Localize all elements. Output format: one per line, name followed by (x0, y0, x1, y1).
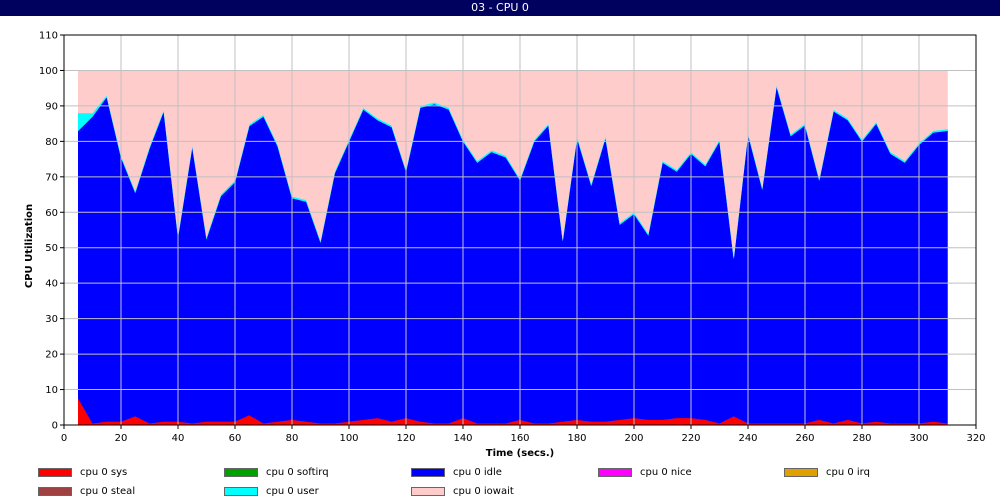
x-tick-label: 260 (795, 433, 814, 444)
x-axis-ticks: 0 20 40 60 80 100 120 140 160 180 200 220 240 260 280 3… (61, 425, 986, 444)
x-tick-label: 140 (453, 433, 472, 444)
x-tick-label: 180 (567, 433, 586, 444)
window-title: 03 - CPU 0 (471, 1, 529, 14)
x-tick-label: 240 (738, 433, 757, 444)
y-tick-label: 90 (45, 101, 58, 112)
legend-swatch (224, 486, 258, 496)
y-tick-label: 40 (45, 279, 58, 290)
legend-item: cpu 0 nice (598, 465, 692, 479)
y-tick-label: 70 (45, 172, 58, 183)
y-tick-label: 110 (39, 31, 58, 42)
legend-swatch (784, 467, 818, 477)
x-axis-label: Time (secs.) (486, 448, 555, 459)
x-tick-label: 80 (286, 433, 299, 444)
x-tick-label: 220 (681, 433, 700, 444)
area-series-group (78, 70, 948, 426)
legend-label: cpu 0 sys (80, 466, 128, 478)
y-tick-label: 80 (45, 137, 58, 148)
cpu-utilization-chart: 0 20 40 60 80 100 120 140 160 180 200 220 240 260 280 3… (24, 31, 986, 460)
y-axis-ticks: 0 10 20 30 40 50 60 70 80 90 100 110 (39, 31, 64, 432)
legend-swatch (598, 467, 632, 477)
x-tick-label: 300 (909, 433, 928, 444)
legend-swatch (38, 486, 72, 496)
legend-item: cpu 0 irq (784, 465, 870, 479)
legend-label: cpu 0 softirq (266, 466, 329, 478)
legend-label: cpu 0 nice (640, 466, 692, 478)
legend-swatch (411, 467, 445, 477)
legend-label: cpu 0 user (266, 485, 319, 497)
x-tick-label: 20 (115, 433, 128, 444)
gridlines (64, 35, 976, 425)
legend-item: cpu 0 steal (38, 484, 135, 498)
window-title-bar: 03 - CPU 0 (0, 0, 1000, 16)
x-tick-label: 0 (61, 433, 67, 444)
legend-item: cpu 0 idle (411, 465, 502, 479)
legend-swatch (38, 467, 72, 477)
legend-label: cpu 0 steal (80, 485, 136, 497)
y-tick-label: 10 (45, 385, 58, 396)
y-axis-label: CPU Utilization (24, 204, 35, 288)
y-tick-label: 100 (39, 66, 58, 77)
x-tick-label: 200 (624, 433, 643, 444)
legend-item: cpu 0 sys (38, 465, 127, 479)
y-tick-label: 20 (45, 350, 58, 361)
y-tick-label: 0 (52, 421, 58, 432)
x-tick-label: 160 (510, 433, 529, 444)
y-tick-label: 60 (45, 208, 58, 219)
legend-swatch (411, 486, 445, 496)
x-tick-label: 40 (172, 433, 185, 444)
x-tick-label: 320 (966, 433, 985, 444)
y-tick-label: 30 (45, 314, 58, 325)
legend-label: cpu 0 iowait (453, 485, 514, 497)
legend-label: cpu 0 irq (826, 466, 870, 478)
x-tick-label: 120 (396, 433, 415, 444)
chart-legend: cpu 0 sys cpu 0 softirq cpu 0 idle cpu 0 ni… (0, 462, 1000, 504)
legend-swatch (224, 467, 258, 477)
x-tick-label: 60 (229, 433, 242, 444)
legend-label: cpu 0 idle (453, 466, 502, 478)
y-tick-label: 50 (45, 243, 58, 254)
legend-item: cpu 0 softirq (224, 465, 329, 479)
x-tick-label: 100 (339, 433, 358, 444)
legend-item: cpu 0 iowait (411, 484, 514, 498)
x-tick-label: 280 (852, 433, 871, 444)
legend-item: cpu 0 user (224, 484, 319, 498)
